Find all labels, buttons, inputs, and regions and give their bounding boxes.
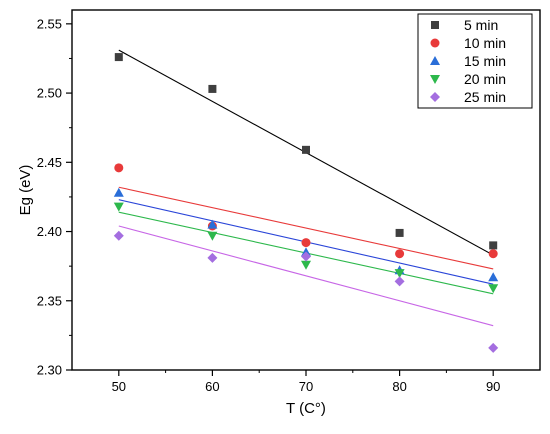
legend-label-3: 15 min [464, 53, 506, 69]
x-axis: 50 60 70 80 90 [112, 370, 500, 394]
y-tick-label: 2.55 [37, 16, 62, 31]
x-tick-label: 90 [486, 379, 500, 394]
x-tick-label: 80 [392, 379, 406, 394]
legend: 5 min 10 min 15 min 20 min 25 min [417, 13, 533, 109]
x-tick-label: 60 [205, 379, 219, 394]
data-point-series-2 [488, 249, 498, 259]
data-point-series-5 [207, 252, 218, 263]
data-point-series-1 [114, 53, 123, 62]
y-tick-label: 2.30 [37, 363, 62, 378]
legend-label-4: 20 min [464, 71, 506, 87]
y-tick-label: 2.40 [37, 224, 62, 239]
data-point-series-1 [302, 145, 310, 154]
legend-marker-2 [430, 38, 440, 48]
legend-label-2: 10 min [464, 35, 506, 51]
legend-marker-1 [431, 21, 439, 29]
y-tick-label: 2.35 [37, 293, 62, 308]
data-point-series-5 [394, 276, 405, 287]
data-points [113, 53, 499, 353]
data-point-series-2 [114, 163, 124, 173]
y-axis: 2.30 2.35 2.40 2.45 2.50 2.55 [37, 16, 72, 378]
data-point-series-4 [301, 260, 311, 270]
y-tick-label: 2.50 [37, 86, 62, 101]
legend-label-5: 25 min [464, 89, 506, 105]
legend-marker-5 [430, 92, 440, 102]
y-axis-title: Eg (eV) [17, 165, 34, 216]
x-axis-title: T (C°) [286, 400, 326, 417]
data-point-series-3 [207, 219, 218, 229]
fit-line-5 [118, 225, 494, 327]
legend-marker-3 [430, 56, 440, 65]
fit-line-2 [118, 186, 494, 270]
data-point-series-5 [113, 230, 124, 241]
data-point-series-1 [208, 84, 217, 93]
x-tick-label: 70 [299, 379, 313, 394]
data-point-series-3 [488, 272, 499, 282]
data-point-series-2 [395, 249, 405, 259]
data-point-series-1 [395, 228, 404, 237]
data-point-series-3 [113, 187, 124, 197]
y-tick-label: 2.45 [37, 155, 62, 170]
x-tick-label: 50 [112, 379, 126, 394]
data-point-series-5 [488, 342, 499, 353]
data-point-series-1 [489, 241, 498, 250]
data-point-series-2 [301, 238, 311, 248]
data-point-series-5 [301, 251, 311, 262]
data-point-series-4 [394, 269, 405, 279]
legend-label-1: 5 min [464, 17, 498, 33]
data-point-series-4 [113, 202, 124, 212]
legend-marker-4 [430, 75, 440, 84]
data-point-series-4 [207, 231, 218, 241]
data-point-series-4 [488, 284, 499, 294]
